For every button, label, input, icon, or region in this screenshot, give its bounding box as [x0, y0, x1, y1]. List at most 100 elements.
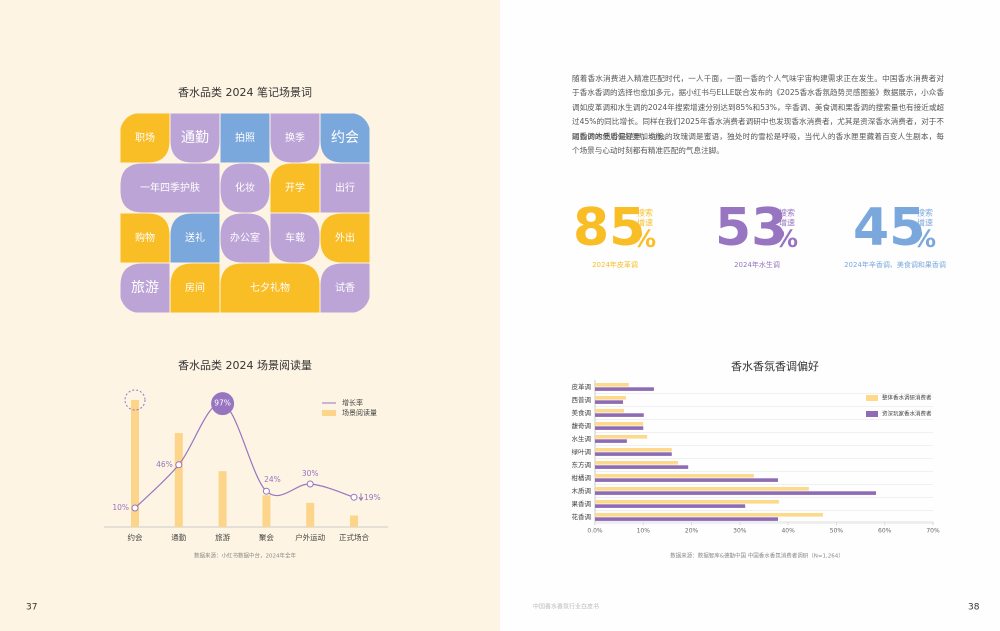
tile [120, 213, 170, 263]
bar [595, 435, 648, 439]
y-tick-label: 馥奇调 [572, 421, 592, 430]
tile-label: 试香 [335, 281, 355, 294]
bar [350, 515, 358, 527]
stat-label: 增速 [637, 218, 653, 228]
value-label: 97% [214, 399, 231, 408]
stat-number: 45 [853, 198, 925, 258]
value-label: 19% [364, 493, 381, 502]
chart-title: 香水品类 2024 场景阅读量 [178, 358, 312, 372]
tile [170, 113, 220, 163]
tile [270, 113, 320, 163]
stat-number: 53 [715, 198, 787, 258]
x-tick-label: 旅游 [215, 532, 230, 542]
bar [595, 517, 779, 521]
stat-label: 搜索 [637, 208, 653, 218]
value-label: 30% [302, 469, 319, 478]
tile-label: 旅游 [131, 280, 159, 296]
x-tick-label: 30% [733, 528, 747, 535]
stat-unit: % [632, 225, 656, 253]
tile-label: 约会 [331, 130, 359, 146]
stat-label: 增速 [779, 218, 795, 228]
tile [270, 213, 320, 263]
bar [595, 452, 672, 456]
tile-label: 出行 [335, 181, 355, 194]
tile-label: 开学 [285, 181, 305, 194]
y-tick-label: 木质调 [572, 486, 592, 495]
bar [595, 448, 672, 452]
tile [120, 263, 170, 313]
x-tick-label: 约会 [128, 532, 143, 542]
stat-unit: % [912, 225, 936, 253]
stat-label: 搜索 [917, 208, 933, 218]
left-page-bg [0, 0, 500, 631]
tile [120, 163, 220, 213]
legend-swatch [866, 395, 878, 401]
legend-swatch [866, 411, 878, 417]
bar [595, 491, 877, 495]
stat-label: 增速 [917, 218, 933, 228]
bar [595, 426, 644, 430]
x-tick-label: 50% [830, 528, 844, 535]
x-tick-label: 聚会 [259, 532, 274, 542]
x-tick-label: 60% [878, 528, 892, 535]
source: 数据来源：数据智库&德勤中国 中国香水香氛消费者调研（N=1,264） [670, 552, 844, 560]
paragraph: 随着香水消费进入精准匹配时代，一人千面，一面一香的个人气味宇宙构建需求正在发生。… [572, 74, 945, 141]
paragraph: 通勤的木质香是铠甲，约会的玫瑰调是蜜语，独处时的雪松是呼吸，当代人的香水匣里藏着… [572, 132, 944, 156]
x-tick-label: 通勤 [171, 532, 186, 542]
bar [595, 439, 627, 443]
page-number: 38 [968, 603, 980, 613]
tile-label: 换季 [285, 131, 305, 144]
y-tick-label: 水生调 [572, 434, 592, 443]
bar [595, 387, 654, 391]
stat-label: 搜索 [779, 208, 795, 218]
arrow [358, 493, 364, 502]
legend-label: 资深玩家香水消费者 [882, 410, 932, 418]
x-tick-label: 10% [637, 528, 651, 535]
bar [174, 433, 183, 527]
bar [595, 461, 679, 465]
bar [595, 474, 754, 478]
value-label: 46% [156, 460, 173, 469]
legend-swatch [322, 410, 336, 416]
highlight [124, 389, 146, 411]
stat-caption: 2024年皮革调 [592, 260, 638, 269]
point [175, 461, 183, 469]
bar [595, 513, 823, 517]
source: 数据来源：小红书数据中台，2024年全年 [194, 552, 296, 560]
x-tick-label: 20% [685, 528, 699, 535]
bar [306, 502, 315, 527]
tile-label: 拍照 [235, 131, 255, 144]
tile [120, 113, 170, 163]
tile [320, 213, 370, 263]
tile [320, 113, 370, 163]
point [350, 493, 358, 501]
tile-label: 购物 [135, 231, 155, 244]
tile [320, 263, 370, 313]
mosaic-title: 香水品类 2024 笔记场景词 [178, 85, 312, 99]
page-number: 37 [26, 603, 37, 613]
tile [170, 213, 220, 263]
bar [595, 396, 626, 400]
tile-label: 通勤 [181, 130, 209, 146]
bar [262, 495, 271, 527]
bar [131, 400, 139, 527]
tile [220, 163, 270, 213]
bar [595, 465, 689, 469]
footer: 中国香水香氛行业白皮书 [533, 603, 599, 611]
bar [595, 383, 629, 387]
tile-label: 一年四季护肤 [140, 181, 200, 194]
tile-label: 化妆 [235, 181, 255, 194]
y-tick-label: 果香调 [572, 499, 592, 508]
y-tick-label: 美食调 [572, 408, 592, 417]
y-tick-label: 皮革调 [572, 382, 592, 391]
y-tick-label: 绿叶调 [572, 447, 592, 456]
value-label: 24% [264, 475, 281, 484]
tile [220, 113, 270, 163]
stat-caption: 2024年辛香调、美食调和果香调 [844, 260, 946, 269]
x-tick-label: 40% [781, 528, 795, 535]
right-page-bg [500, 0, 1000, 631]
bar [595, 422, 644, 426]
x-tick-label: 70% [926, 528, 940, 535]
stat-caption: 2024年水生调 [734, 260, 780, 269]
